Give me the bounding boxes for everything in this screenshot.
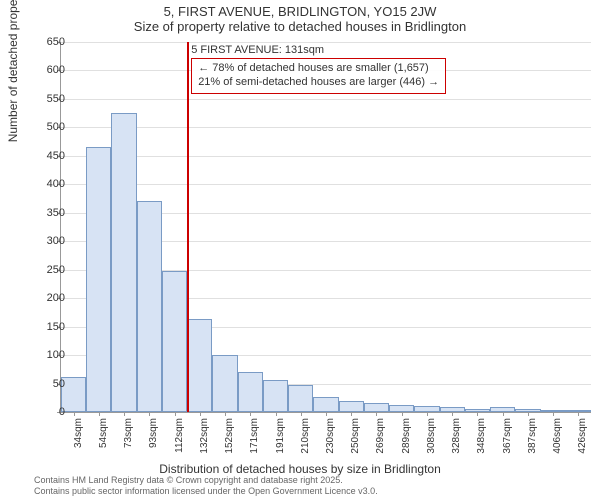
annotation-line: 21% of semi-detached houses are larger (…	[198, 76, 439, 90]
footnote-line-2: Contains public sector information licen…	[34, 486, 378, 497]
histogram-bar	[111, 113, 136, 412]
chart-title: 5, FIRST AVENUE, BRIDLINGTON, YO15 2JW	[0, 4, 600, 19]
x-tick-label: 250sqm	[350, 418, 361, 462]
y-tick-label: 150	[25, 321, 65, 333]
chart-plot-area: ← 78% of detached houses are smaller (1,…	[60, 42, 591, 413]
chart-subtitle: Size of property relative to detached ho…	[0, 19, 600, 34]
x-tick-label: 132sqm	[199, 418, 210, 462]
x-tick-mark	[301, 412, 302, 416]
x-tick-mark	[528, 412, 529, 416]
gridline	[61, 127, 591, 128]
gridline	[61, 156, 591, 157]
x-tick-label: 289sqm	[401, 418, 412, 462]
x-tick-label: 112sqm	[174, 418, 185, 462]
x-tick-mark	[124, 412, 125, 416]
annotation-title: 5 FIRST AVENUE: 131sqm	[191, 44, 324, 56]
y-tick-label: 450	[25, 150, 65, 162]
y-tick-label: 400	[25, 178, 65, 190]
histogram-bar	[137, 201, 162, 412]
x-tick-label: 34sqm	[73, 418, 84, 462]
x-tick-mark	[175, 412, 176, 416]
histogram-bar	[263, 380, 288, 412]
x-tick-mark	[452, 412, 453, 416]
x-tick-label: 171sqm	[249, 418, 260, 462]
gridline	[61, 42, 591, 43]
annotation-line: ← 78% of detached houses are smaller (1,…	[198, 62, 439, 76]
y-tick-label: 200	[25, 292, 65, 304]
histogram-bar	[187, 319, 212, 412]
x-tick-label: 269sqm	[375, 418, 386, 462]
x-tick-label: 308sqm	[426, 418, 437, 462]
y-tick-label: 300	[25, 235, 65, 247]
x-tick-label: 387sqm	[527, 418, 538, 462]
y-tick-label: 550	[25, 93, 65, 105]
y-tick-label: 0	[25, 406, 65, 418]
histogram-bar	[364, 403, 389, 412]
x-tick-label: 191sqm	[275, 418, 286, 462]
x-tick-mark	[402, 412, 403, 416]
x-tick-mark	[376, 412, 377, 416]
x-tick-label: 230sqm	[325, 418, 336, 462]
histogram-bar	[339, 401, 364, 412]
histogram-bar	[212, 355, 237, 412]
x-tick-label: 367sqm	[502, 418, 513, 462]
x-tick-mark	[149, 412, 150, 416]
x-tick-label: 93sqm	[148, 418, 159, 462]
chart-title-block: 5, FIRST AVENUE, BRIDLINGTON, YO15 2JW S…	[0, 0, 600, 34]
x-tick-mark	[553, 412, 554, 416]
x-tick-mark	[503, 412, 504, 416]
histogram-bar	[288, 385, 313, 412]
x-tick-label: 210sqm	[300, 418, 311, 462]
annotation-box: ← 78% of detached houses are smaller (1,…	[191, 58, 446, 94]
x-tick-mark	[200, 412, 201, 416]
gridline	[61, 99, 591, 100]
x-tick-mark	[99, 412, 100, 416]
x-tick-label: 328sqm	[451, 418, 462, 462]
x-tick-label: 348sqm	[476, 418, 487, 462]
x-tick-label: 54sqm	[98, 418, 109, 462]
marker-line	[187, 42, 189, 412]
x-tick-mark	[225, 412, 226, 416]
y-tick-label: 350	[25, 207, 65, 219]
x-tick-label: 426sqm	[577, 418, 588, 462]
chart-footnote: Contains HM Land Registry data © Crown c…	[34, 475, 378, 497]
x-axis-label: Distribution of detached houses by size …	[0, 462, 600, 476]
footnote-line-1: Contains HM Land Registry data © Crown c…	[34, 475, 378, 486]
y-axis-label: Number of detached properties	[6, 0, 20, 142]
histogram-bar	[313, 397, 338, 412]
x-tick-label: 152sqm	[224, 418, 235, 462]
x-tick-mark	[578, 412, 579, 416]
gridline	[61, 184, 591, 185]
x-tick-mark	[276, 412, 277, 416]
x-tick-mark	[427, 412, 428, 416]
x-tick-mark	[326, 412, 327, 416]
y-tick-label: 100	[25, 349, 65, 361]
y-tick-label: 50	[25, 378, 65, 390]
x-tick-label: 73sqm	[123, 418, 134, 462]
y-tick-label: 250	[25, 264, 65, 276]
x-tick-mark	[351, 412, 352, 416]
histogram-bar	[238, 372, 263, 412]
x-tick-label: 406sqm	[552, 418, 563, 462]
x-tick-mark	[250, 412, 251, 416]
y-tick-label: 600	[25, 64, 65, 76]
y-tick-label: 500	[25, 121, 65, 133]
histogram-bar	[86, 147, 111, 412]
histogram-bar	[162, 271, 187, 412]
y-tick-label: 650	[25, 36, 65, 48]
x-tick-mark	[74, 412, 75, 416]
x-tick-mark	[477, 412, 478, 416]
histogram-bar	[389, 405, 414, 412]
